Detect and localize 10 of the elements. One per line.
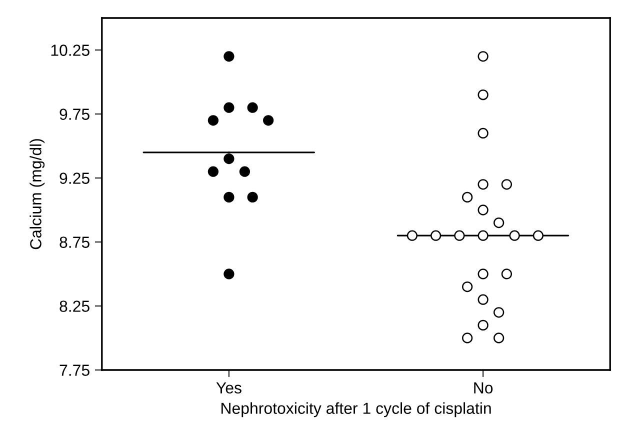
y-tick-label: 10.25 (51, 44, 90, 56)
y-tick-label: 8.75 (60, 236, 90, 248)
x-tick-label: No (474, 382, 493, 394)
y-axis-title: Calcium (mg/dl) (30, 139, 45, 250)
x-axis-title: Nephrotoxicity after 1 cycle of cisplatin (222, 402, 491, 418)
y-tick-label: 7.75 (60, 364, 90, 376)
y-tick-label: 9.75 (60, 108, 90, 120)
x-tick-label: Yes (216, 382, 242, 394)
y-tick-label: 8.25 (60, 300, 90, 312)
y-tick-label: 9.25 (60, 172, 90, 184)
